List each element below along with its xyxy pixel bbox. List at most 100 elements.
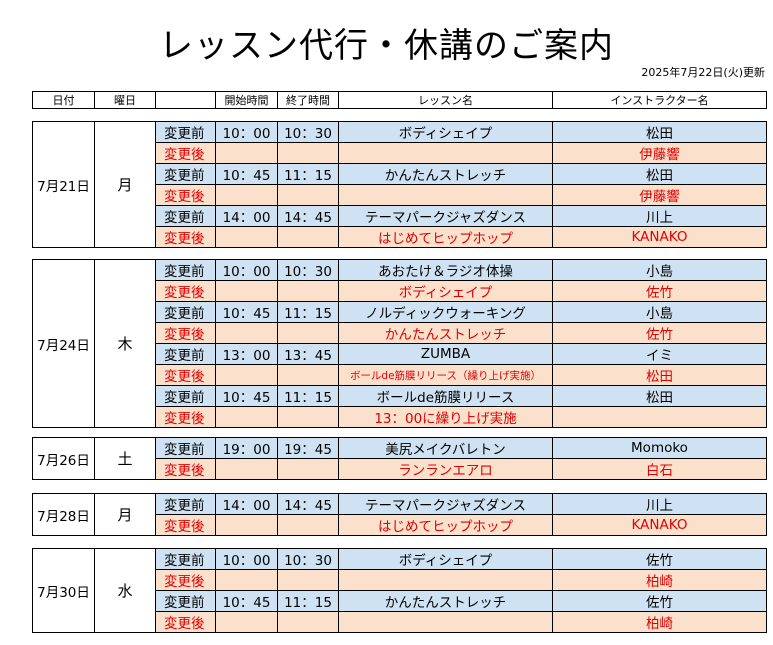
change-label-cell: 変更前 bbox=[155, 548, 216, 570]
lesson-name-cell bbox=[338, 569, 553, 591]
end-time-cell bbox=[277, 406, 339, 428]
change-label-cell: 変更前 bbox=[155, 590, 216, 612]
table-row: 変更前 13：00 13：45 ZUMBA イミ bbox=[33, 343, 767, 365]
header-table: 日付 曜日 開始時間 終了時間 レッスン名 インストラクター名 bbox=[32, 91, 767, 109]
table-row: 変更後 ランランエアロ 白石 bbox=[33, 458, 767, 480]
start-time-cell bbox=[215, 322, 278, 344]
date-cell: 7月26日 bbox=[32, 437, 95, 480]
lesson-name-cell: ボディシェイプ bbox=[338, 121, 553, 143]
end-time-cell bbox=[277, 322, 339, 344]
instructor-cell: 柏崎 bbox=[552, 611, 767, 633]
header-date: 日付 bbox=[32, 91, 95, 109]
start-time-cell bbox=[215, 514, 278, 536]
end-time-cell: 10：30 bbox=[277, 259, 339, 281]
end-time-cell bbox=[277, 184, 339, 206]
start-time-cell: 14：00 bbox=[215, 205, 278, 227]
end-time-cell: 10：30 bbox=[277, 548, 339, 570]
end-time-cell bbox=[277, 569, 339, 591]
table-row: 7月28日月変更前 14：00 14：45 テーマパークジャズダンス 川上 bbox=[32, 493, 767, 536]
table-row: 変更後 はじめてヒップホップ KANAKO bbox=[33, 226, 767, 248]
change-label-cell: 変更前 bbox=[155, 437, 216, 459]
instructor-cell: 伊藤響 bbox=[552, 142, 767, 164]
end-time-cell bbox=[277, 226, 339, 248]
change-label-cell: 変更前 bbox=[155, 301, 216, 323]
start-time-cell: 19：00 bbox=[215, 437, 278, 459]
change-label-cell: 変更後 bbox=[155, 226, 216, 248]
lesson-name-cell: ボールde筋膜リリース（繰り上げ実施） bbox=[338, 364, 553, 386]
header-row: 日付 曜日 開始時間 終了時間 レッスン名 インストラクター名 bbox=[32, 91, 767, 109]
start-time-cell: 10：45 bbox=[215, 385, 278, 407]
table-row: 変更前 14：00 14：45 テーマパークジャズダンス 川上 bbox=[33, 205, 767, 227]
date-cell: 7月28日 bbox=[32, 493, 95, 536]
table-row: 変更後 伊藤響 bbox=[33, 184, 767, 206]
start-time-cell: 13：00 bbox=[215, 343, 278, 365]
change-label-cell: 変更後 bbox=[155, 280, 216, 302]
table-row: 変更後 柏崎 bbox=[33, 569, 767, 591]
schedule-group-table: 7月24日木変更前 10：00 10：30 あおたけ＆ラジオ体操 小島 変更後 ボディシェイ… bbox=[32, 259, 767, 428]
end-time-cell bbox=[277, 458, 339, 480]
header-end: 終了時間 bbox=[277, 91, 339, 109]
lesson-name-cell: ZUMBA bbox=[338, 343, 553, 365]
start-time-cell bbox=[215, 458, 278, 480]
table-row: 7月24日木変更前 10：00 10：30 あおたけ＆ラジオ体操 小島 bbox=[32, 259, 767, 428]
date-cell: 7月24日 bbox=[32, 259, 95, 428]
change-label-cell: 変更前 bbox=[155, 343, 216, 365]
start-time-cell bbox=[215, 184, 278, 206]
lesson-name-cell bbox=[338, 184, 553, 206]
updated-date: 2025年7月22日(火)更新 bbox=[641, 66, 765, 79]
start-time-cell bbox=[215, 364, 278, 386]
lesson-name-cell: あおたけ＆ラジオ体操 bbox=[338, 259, 553, 281]
instructor-cell: 小島 bbox=[552, 301, 767, 323]
instructor-cell: 小島 bbox=[552, 259, 767, 281]
instructor-cell: 松田 bbox=[552, 364, 767, 386]
lesson-name-cell: ボディシェイプ bbox=[338, 548, 553, 570]
start-time-cell: 10：45 bbox=[215, 590, 278, 612]
table-row: 7月21日月変更前 10：00 10：30 ボディシェイプ 松田 bbox=[32, 121, 767, 248]
schedule-group-table: 7月28日月変更前 14：00 14：45 テーマパークジャズダンス 川上 変更後 はじめて… bbox=[32, 493, 767, 536]
change-label-cell: 変更後 bbox=[155, 142, 216, 164]
table-row: 変更後 13：00に繰り上げ実施 bbox=[33, 406, 767, 428]
instructor-cell: 柏崎 bbox=[552, 569, 767, 591]
table-row: 変更前 10：45 11：15 ノルディックウォーキング 小島 bbox=[33, 301, 767, 323]
end-time-cell bbox=[277, 142, 339, 164]
lesson-name-cell bbox=[338, 611, 553, 633]
start-time-cell: 10：00 bbox=[215, 259, 278, 281]
instructor-cell: 佐竹 bbox=[552, 280, 767, 302]
lesson-name-cell: かんたんストレッチ bbox=[338, 590, 553, 612]
instructor-cell: KANAKO bbox=[552, 226, 767, 248]
header-label bbox=[155, 91, 216, 109]
schedule-group-table: 7月26日土変更前 19：00 19：45 美尻メイクバレトン Momoko 変更後 ランラ… bbox=[32, 437, 767, 480]
change-label-cell: 変更前 bbox=[155, 493, 216, 515]
instructor-cell: 松田 bbox=[552, 121, 767, 143]
date-cell: 7月30日 bbox=[32, 548, 95, 633]
start-time-cell bbox=[215, 406, 278, 428]
end-time-cell: 13：45 bbox=[277, 343, 339, 365]
end-time-cell bbox=[277, 611, 339, 633]
lesson-name-cell: かんたんストレッチ bbox=[338, 322, 553, 344]
instructor-cell: Momoko bbox=[552, 437, 767, 459]
table-row: 変更後 かんたんストレッチ 佐竹 bbox=[33, 322, 767, 344]
lesson-name-cell: ボールde筋膜リリース bbox=[338, 385, 553, 407]
schedule-group-table: 7月21日月変更前 10：00 10：30 ボディシェイプ 松田 変更後 伊藤響 変更前 10：… bbox=[32, 121, 767, 248]
instructor-cell: 佐竹 bbox=[552, 548, 767, 570]
page-title: レッスン代行・休講のご案内 bbox=[159, 26, 614, 66]
start-time-cell bbox=[215, 611, 278, 633]
start-time-cell: 10：00 bbox=[215, 548, 278, 570]
end-time-cell: 11：15 bbox=[277, 385, 339, 407]
table-row: 変更後 はじめてヒップホップ KANAKO bbox=[33, 514, 767, 536]
header-dow: 曜日 bbox=[94, 91, 156, 109]
day-of-week-cell: 木 bbox=[94, 259, 156, 428]
lesson-name-cell: かんたんストレッチ bbox=[338, 163, 553, 185]
end-time-cell: 14：45 bbox=[277, 205, 339, 227]
lesson-name-cell: ノルディックウォーキング bbox=[338, 301, 553, 323]
change-label-cell: 変更前 bbox=[155, 205, 216, 227]
end-time-cell: 11：15 bbox=[277, 301, 339, 323]
end-time-cell bbox=[277, 514, 339, 536]
lesson-name-cell: 美尻メイクバレトン bbox=[338, 437, 553, 459]
start-time-cell: 14：00 bbox=[215, 493, 278, 515]
lesson-name-cell: はじめてヒップホップ bbox=[338, 514, 553, 536]
start-time-cell: 10：00 bbox=[215, 121, 278, 143]
change-label-cell: 変更後 bbox=[155, 514, 216, 536]
table-row: 変更後 柏崎 bbox=[33, 611, 767, 633]
instructor-cell: 伊藤響 bbox=[552, 184, 767, 206]
